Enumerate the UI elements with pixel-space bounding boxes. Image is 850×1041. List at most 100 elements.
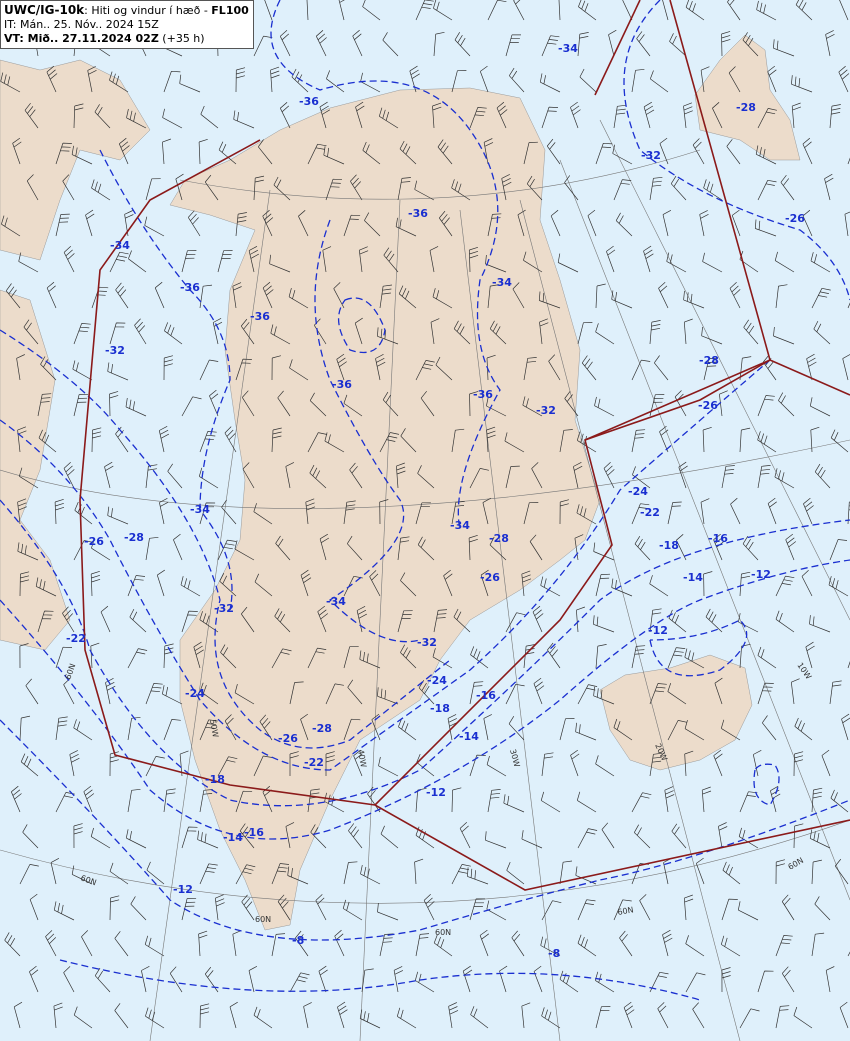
wind-barb — [156, 569, 165, 597]
wind-barb — [19, 864, 39, 885]
wind-barb — [127, 575, 146, 597]
wind-barb — [489, 320, 507, 345]
isotherm-label: -36 — [473, 388, 493, 401]
wind-barb — [173, 533, 183, 561]
wind-barb — [69, 750, 80, 777]
wind-barb — [619, 930, 633, 957]
wind-barb — [141, 965, 150, 993]
wind-barb — [634, 536, 651, 561]
wind-barb — [631, 645, 646, 669]
wind-barb — [199, 719, 218, 741]
wind-barb — [217, 250, 233, 273]
wind-barb — [127, 788, 141, 813]
wind-barb — [271, 933, 286, 957]
wind-barb — [258, 139, 273, 165]
wind-barb — [362, 0, 381, 21]
wind-barb — [575, 866, 597, 885]
wind-barb — [55, 213, 70, 237]
wind-barb — [396, 1007, 417, 1029]
isotherm-label: -18 — [205, 773, 225, 786]
wind-barb — [533, 677, 545, 705]
wind-barb — [774, 251, 795, 273]
wind-barb — [71, 865, 93, 885]
wind-barb — [469, 391, 479, 417]
wind-barb — [415, 360, 435, 381]
svalbard — [694, 34, 801, 161]
grid-label: 60N — [255, 915, 271, 924]
isotherm-label: -36 — [332, 378, 352, 391]
wind-barb — [91, 179, 111, 201]
isotherm-label: -8 — [292, 934, 304, 947]
wind-barb — [601, 822, 615, 849]
wind-barb — [839, 1001, 849, 1029]
wind-barb — [570, 101, 581, 129]
wind-barb — [234, 540, 255, 561]
wind-barb — [73, 719, 93, 741]
isotherm-label: -36 — [180, 281, 200, 294]
wind-barb — [505, 34, 522, 57]
wind-barb — [631, 503, 650, 525]
isotherm-label: -34 — [558, 42, 578, 55]
wind-barb — [352, 29, 363, 57]
wind-barb — [315, 894, 327, 921]
wind-barb — [40, 356, 57, 381]
wind-barb — [169, 966, 183, 993]
wind-barb — [712, 102, 723, 129]
wind-barb — [343, 500, 356, 525]
wind-barb — [821, 749, 831, 777]
wind-barb — [204, 966, 219, 993]
wind-barb — [726, 139, 741, 165]
wind-barb — [415, 826, 435, 849]
wind-barb — [721, 31, 731, 57]
wind-barb — [364, 212, 381, 237]
wind-barb — [703, 571, 713, 597]
wind-barb — [367, 786, 381, 813]
wind-barb — [50, 857, 60, 885]
wind-barb — [271, 648, 292, 669]
wind-barb — [379, 284, 393, 309]
wind-barb — [847, 302, 850, 309]
wind-barb — [718, 822, 728, 849]
isotherm-label: -32 — [536, 404, 556, 417]
isotherm-label: -26 — [278, 732, 298, 745]
wind-barb — [847, 661, 850, 669]
wind-barb — [785, 533, 797, 561]
wind-barb — [791, 75, 813, 93]
wind-barb — [825, 966, 835, 993]
wind-barb — [847, 157, 850, 165]
wind-barb — [838, 65, 850, 93]
wind-barb — [558, 0, 561, 21]
wind-barb — [667, 501, 682, 525]
wind-barb — [100, 605, 111, 633]
isotherm-label: -32 — [417, 636, 437, 649]
wind-barb — [594, 396, 615, 417]
wind-barb — [643, 245, 654, 273]
wind-barb — [17, 498, 27, 525]
wind-barb — [127, 716, 141, 741]
wind-barb — [300, 713, 309, 741]
isotherm-label: -18 — [430, 702, 450, 715]
wind-barb — [793, 1006, 813, 1029]
wind-barb — [578, 0, 597, 21]
wind-barb — [801, 570, 813, 597]
wind-barb — [400, 572, 417, 597]
wind-barb — [420, 390, 435, 417]
isotherm-label: -32 — [214, 602, 234, 615]
wind-barb — [670, 175, 687, 201]
wind-barb — [193, 641, 204, 669]
wind-barb — [813, 320, 831, 345]
isotherm-label: -16 — [244, 826, 264, 839]
wind-barb — [114, 931, 129, 957]
product-name: UWC/IG-10k — [4, 3, 85, 17]
wind-barb — [109, 391, 119, 417]
wind-barb — [10, 785, 22, 813]
wind-barb — [532, 605, 544, 633]
wind-barb — [721, 465, 735, 489]
wind-barb — [579, 68, 597, 93]
wind-barb — [235, 212, 247, 237]
wind-barb — [55, 716, 68, 741]
wind-barb — [356, 605, 367, 633]
wind-barb — [264, 0, 273, 21]
wind-barb — [615, 212, 633, 237]
wind-barb — [199, 502, 216, 525]
